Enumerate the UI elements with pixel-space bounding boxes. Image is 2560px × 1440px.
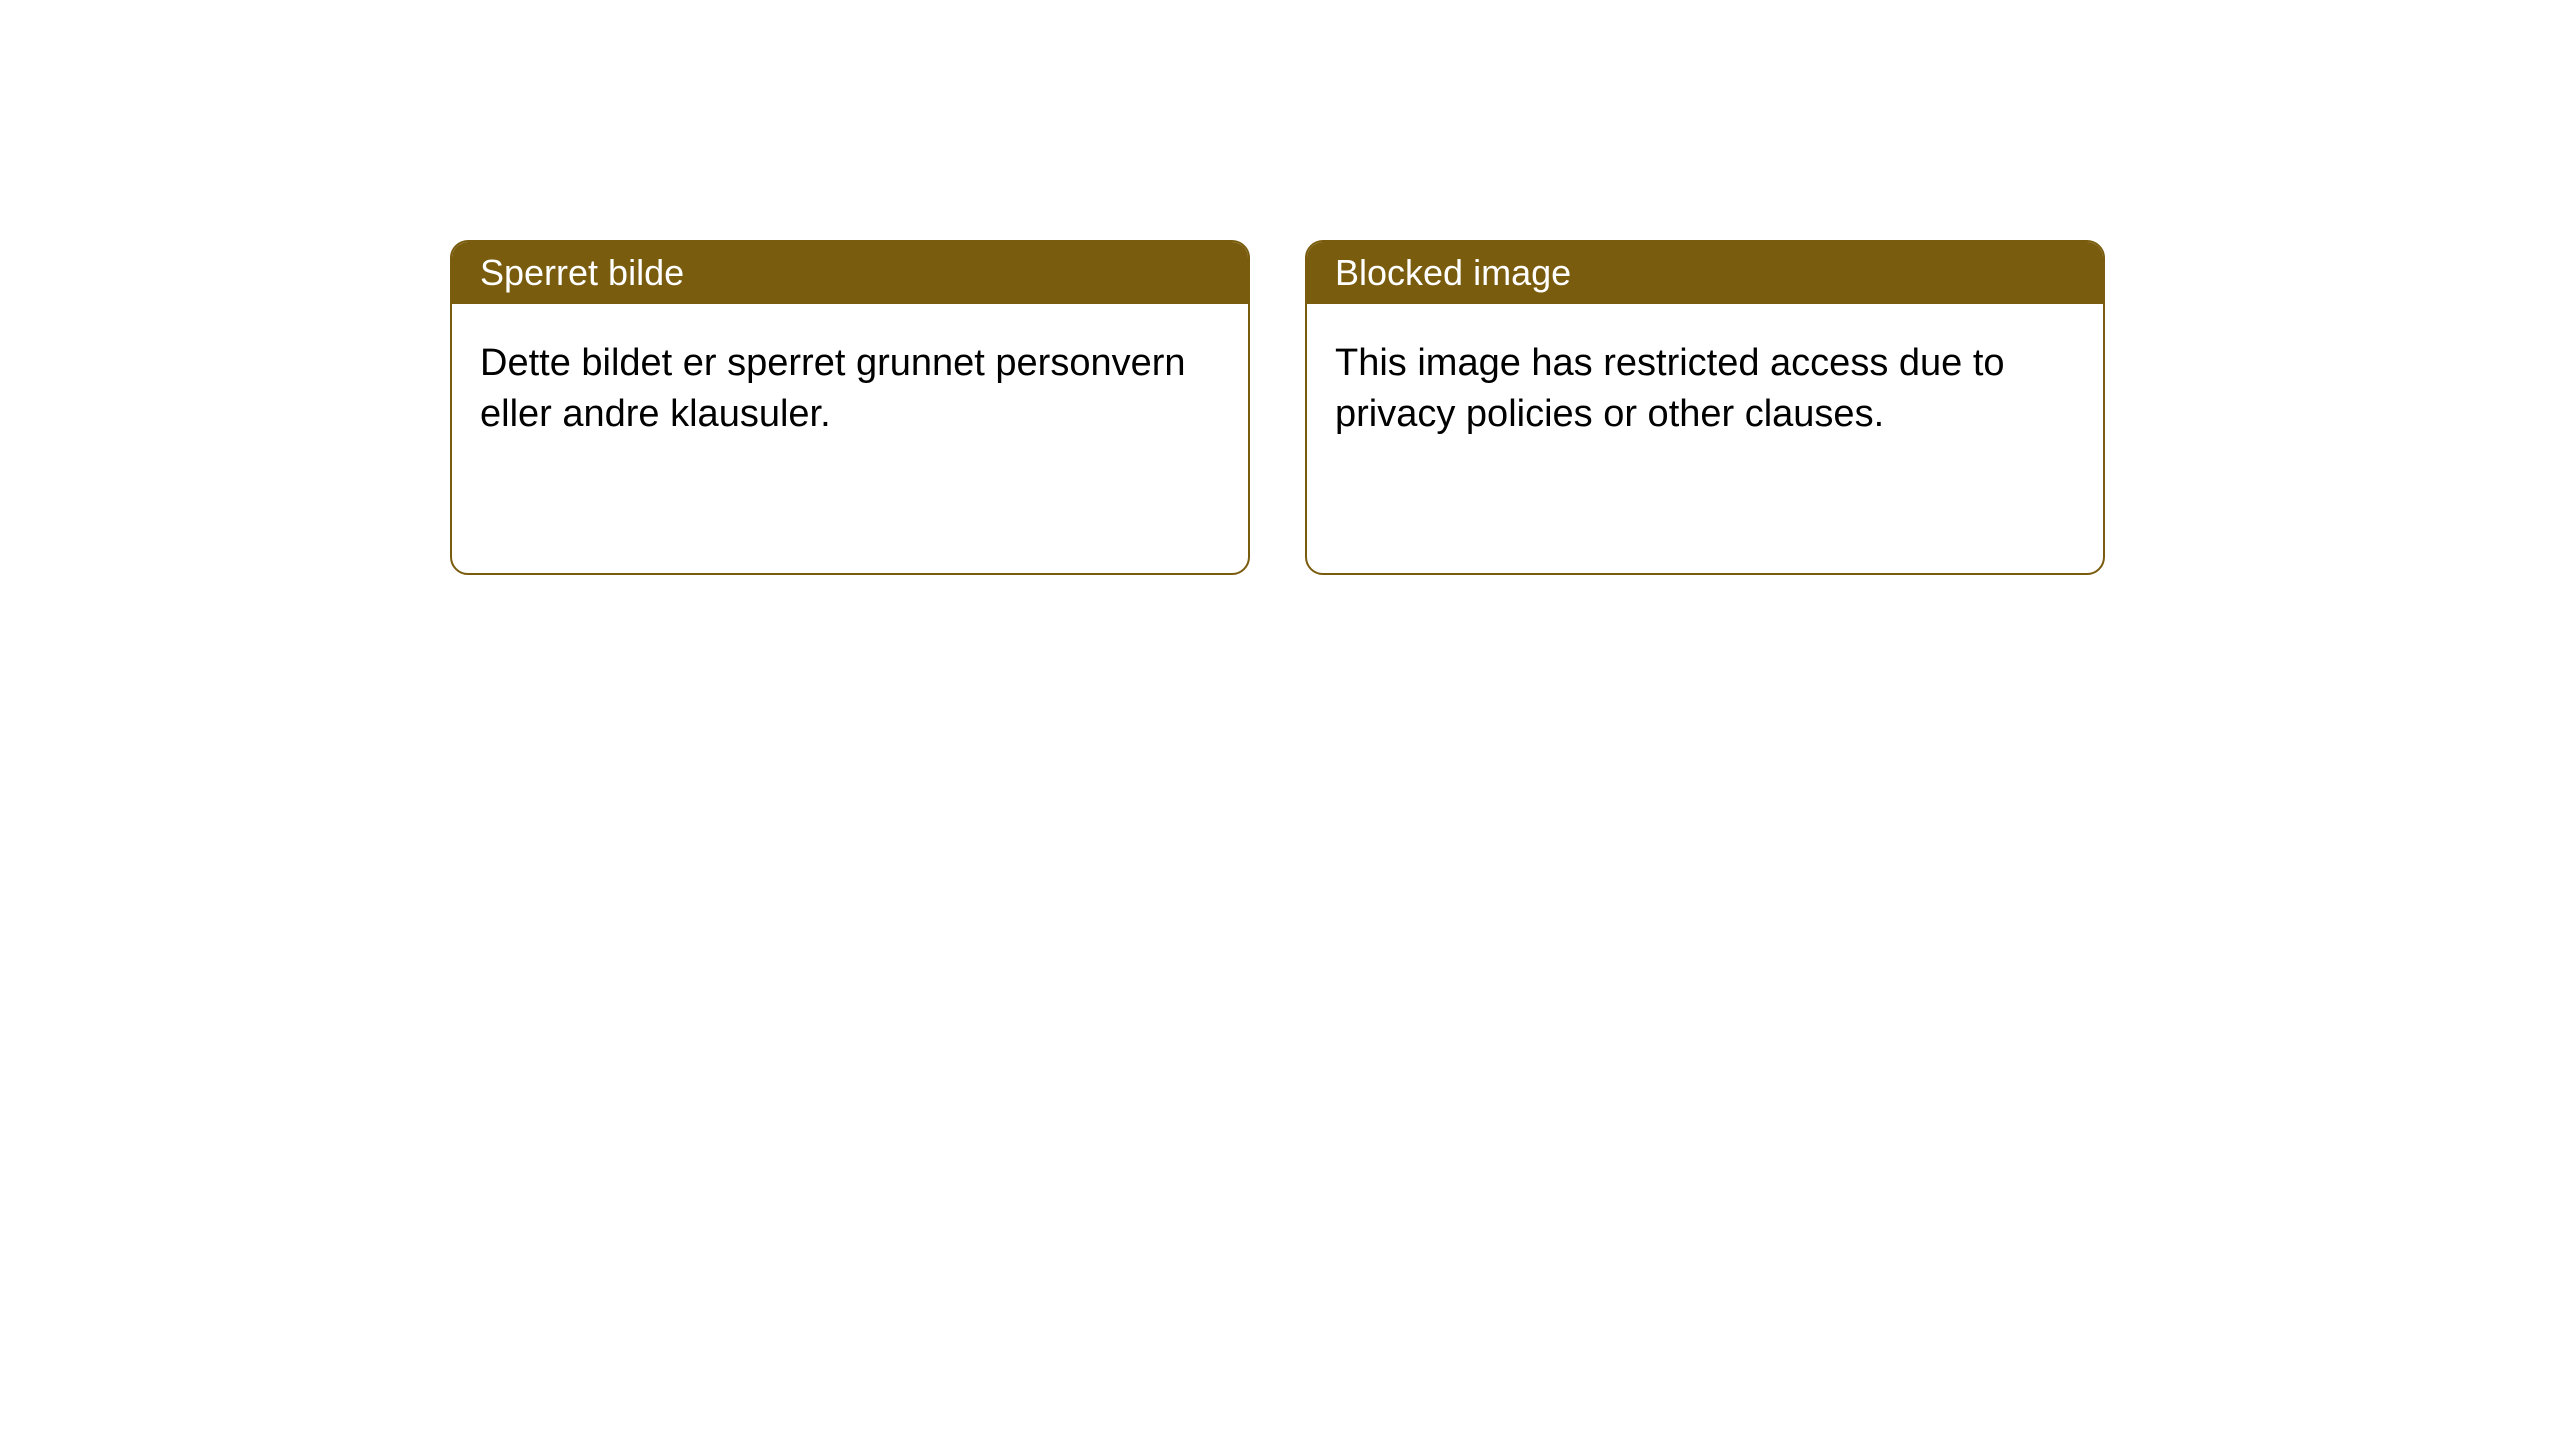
notice-card-norwegian: Sperret bilde Dette bildet er sperret gr…: [450, 240, 1250, 575]
notice-container: Sperret bilde Dette bildet er sperret gr…: [0, 0, 2560, 575]
notice-card-english: Blocked image This image has restricted …: [1305, 240, 2105, 575]
notice-title-norwegian: Sperret bilde: [452, 242, 1248, 304]
notice-body-norwegian: Dette bildet er sperret grunnet personve…: [452, 304, 1248, 475]
notice-title-english: Blocked image: [1307, 242, 2103, 304]
notice-body-english: This image has restricted access due to …: [1307, 304, 2103, 475]
